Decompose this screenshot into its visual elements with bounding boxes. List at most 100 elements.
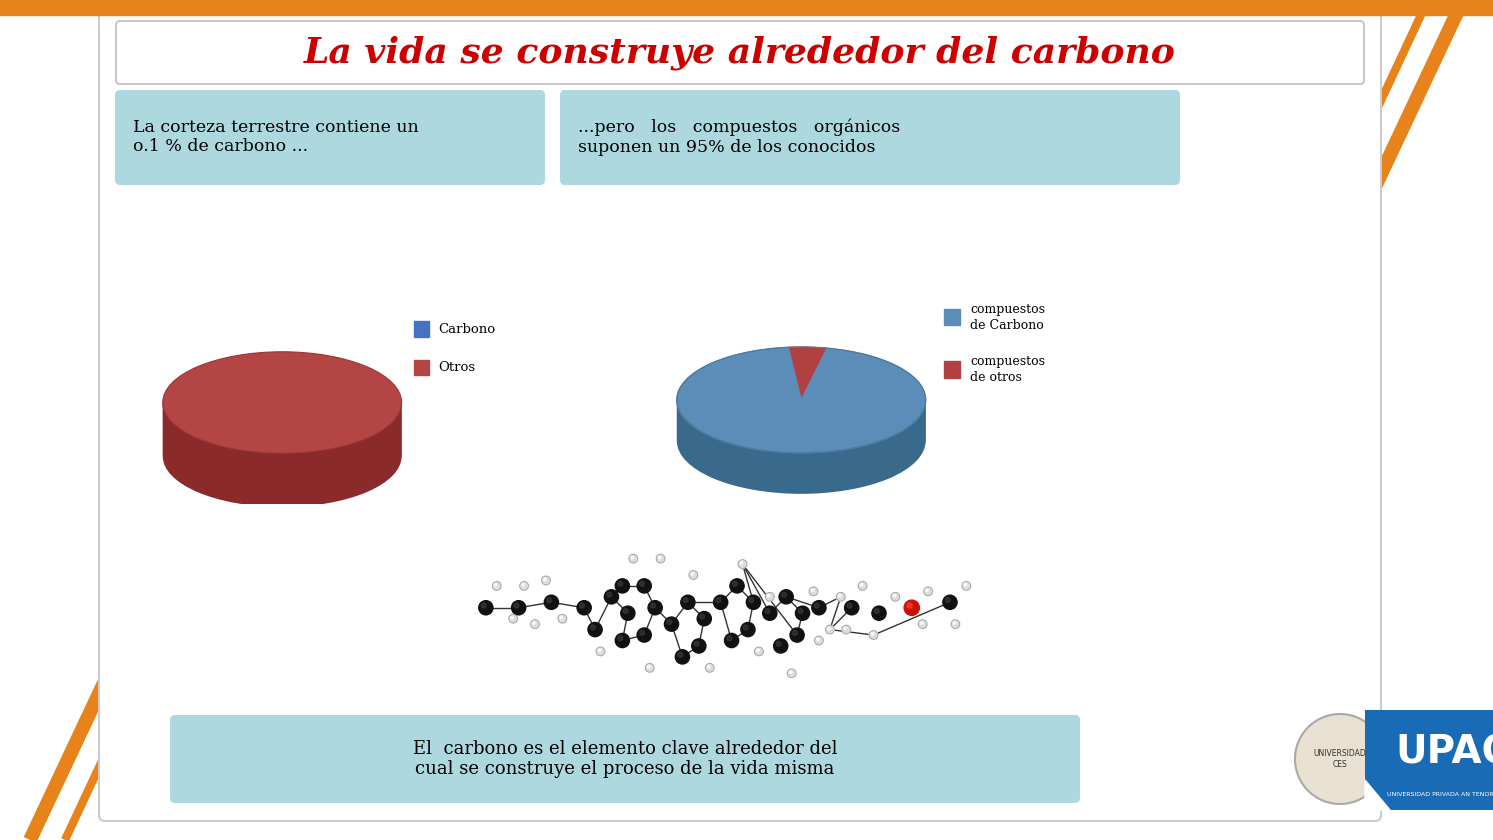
Circle shape: [847, 603, 853, 608]
Text: compuestos
de otros: compuestos de otros: [970, 355, 1045, 384]
Circle shape: [691, 639, 706, 653]
Circle shape: [705, 664, 714, 672]
Circle shape: [558, 614, 567, 623]
Circle shape: [812, 601, 826, 615]
Circle shape: [657, 554, 664, 563]
Circle shape: [521, 584, 524, 586]
Ellipse shape: [676, 360, 926, 466]
Circle shape: [839, 595, 841, 597]
Circle shape: [790, 671, 791, 674]
Circle shape: [749, 597, 754, 602]
Circle shape: [845, 601, 858, 615]
Circle shape: [717, 597, 721, 602]
Circle shape: [543, 578, 546, 580]
Circle shape: [844, 627, 847, 630]
Circle shape: [714, 596, 727, 609]
Text: UNIVERSIDAD PRIVADA AN TENOR ORREGO: UNIVERSIDAD PRIVADA AN TENOR ORREGO: [1387, 792, 1493, 797]
Circle shape: [579, 603, 584, 608]
Circle shape: [766, 592, 775, 601]
Circle shape: [809, 587, 818, 596]
Circle shape: [530, 620, 539, 628]
Circle shape: [796, 606, 809, 620]
Ellipse shape: [676, 369, 926, 475]
Ellipse shape: [163, 391, 402, 492]
Circle shape: [678, 652, 682, 657]
Ellipse shape: [163, 402, 402, 504]
Text: El  carbono es el elemento clave alrededor del
cual se construye el proceso de l: El carbono es el elemento clave alrededo…: [412, 739, 838, 779]
Circle shape: [811, 589, 814, 591]
Text: La corteza terrestre contiene un
o.1 % de carbono ...: La corteza terrestre contiene un o.1 % d…: [133, 118, 418, 155]
Circle shape: [776, 641, 781, 646]
Circle shape: [797, 608, 803, 613]
Ellipse shape: [676, 349, 926, 455]
Circle shape: [827, 627, 830, 630]
Circle shape: [629, 554, 638, 563]
Circle shape: [708, 665, 711, 668]
Circle shape: [814, 603, 820, 608]
Circle shape: [658, 556, 661, 559]
Circle shape: [511, 617, 514, 619]
Circle shape: [781, 592, 787, 597]
Circle shape: [578, 601, 591, 615]
Circle shape: [893, 595, 896, 597]
Circle shape: [533, 622, 534, 624]
Ellipse shape: [163, 385, 402, 486]
Circle shape: [920, 622, 923, 624]
Circle shape: [793, 630, 797, 635]
Circle shape: [623, 608, 629, 613]
Polygon shape: [788, 347, 827, 400]
Circle shape: [741, 562, 742, 564]
Polygon shape: [788, 349, 827, 402]
Ellipse shape: [676, 380, 926, 486]
Ellipse shape: [163, 400, 402, 501]
Ellipse shape: [163, 354, 402, 456]
Circle shape: [727, 636, 732, 641]
Circle shape: [520, 581, 529, 591]
Polygon shape: [788, 388, 827, 441]
Circle shape: [754, 647, 763, 656]
Polygon shape: [788, 369, 827, 422]
Circle shape: [944, 596, 957, 609]
Ellipse shape: [676, 353, 926, 459]
Text: Otros: Otros: [439, 361, 476, 374]
Circle shape: [681, 596, 694, 609]
Circle shape: [618, 581, 623, 586]
Ellipse shape: [163, 358, 402, 459]
Ellipse shape: [163, 394, 402, 495]
Circle shape: [509, 614, 518, 623]
Circle shape: [906, 603, 912, 608]
Circle shape: [638, 579, 651, 593]
Circle shape: [494, 584, 497, 586]
Circle shape: [872, 606, 885, 620]
Circle shape: [546, 597, 552, 602]
Circle shape: [542, 576, 551, 585]
Polygon shape: [788, 371, 827, 424]
Circle shape: [945, 597, 950, 602]
Polygon shape: [788, 355, 827, 408]
Ellipse shape: [163, 367, 402, 468]
Circle shape: [632, 556, 633, 559]
Circle shape: [618, 636, 623, 641]
Polygon shape: [788, 364, 827, 417]
Circle shape: [757, 649, 758, 652]
Circle shape: [764, 608, 770, 613]
Bar: [0, 0, 1493, 15]
Circle shape: [606, 592, 612, 597]
FancyBboxPatch shape: [115, 90, 545, 185]
Circle shape: [817, 638, 820, 641]
Bar: [944, 309, 960, 325]
Circle shape: [926, 589, 929, 591]
Circle shape: [746, 596, 760, 609]
Circle shape: [599, 649, 600, 652]
Circle shape: [664, 617, 679, 631]
Circle shape: [964, 584, 966, 586]
Circle shape: [858, 581, 867, 591]
Circle shape: [675, 650, 690, 664]
Ellipse shape: [163, 373, 402, 475]
Ellipse shape: [163, 387, 402, 489]
Circle shape: [875, 608, 879, 613]
Polygon shape: [788, 353, 827, 406]
Text: UPAO: UPAO: [1394, 733, 1493, 771]
Circle shape: [479, 601, 493, 615]
Circle shape: [815, 636, 823, 645]
